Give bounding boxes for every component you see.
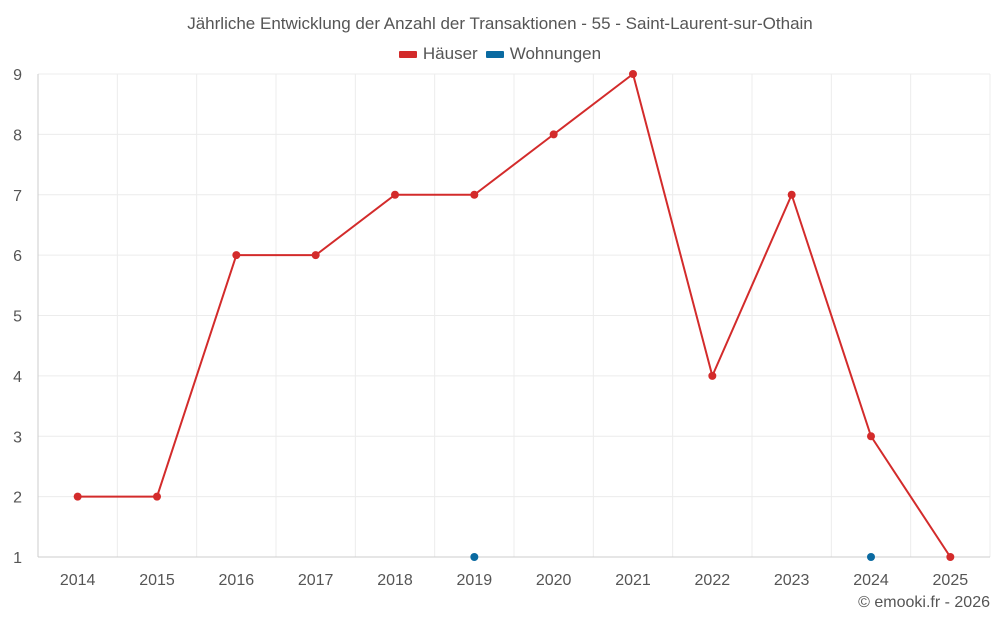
x-tick-label-2016: 2016: [219, 572, 255, 589]
y-tick-label-1: 1: [13, 550, 22, 567]
y-tick-label-8: 8: [13, 127, 22, 144]
x-tick-label-2020: 2020: [536, 572, 572, 589]
y-tick-label-5: 5: [13, 309, 22, 326]
series-0-point-2019[interactable]: [470, 190, 479, 199]
x-tick-label-2021: 2021: [615, 572, 651, 589]
credit-text: © emooki.fr - 2026: [858, 594, 990, 611]
x-tick-label-2015: 2015: [139, 572, 175, 589]
legend-label-haeuser: Häuser: [422, 44, 478, 63]
y-tick-label-7: 7: [13, 188, 22, 205]
y-tick-label-9: 9: [13, 67, 22, 84]
x-tick-label-2019: 2019: [457, 572, 493, 589]
x-tick-label-2017: 2017: [298, 572, 334, 589]
series-0-point-2022[interactable]: [708, 371, 717, 380]
legend-swatch-haeuser: [398, 50, 417, 58]
legend-item-haeuser[interactable]: Häuser: [398, 44, 478, 64]
series-0-point-2015[interactable]: [153, 492, 161, 501]
x-tick-label-2024: 2024: [853, 572, 889, 589]
legend-swatch-wohnungen: [485, 50, 504, 58]
x-tick-label-2025: 2025: [933, 572, 969, 589]
series-0-point-2025[interactable]: [946, 553, 955, 561]
x-tick-label-2018: 2018: [377, 572, 413, 589]
y-tick-label-6: 6: [13, 248, 22, 265]
y-tick-label-4: 4: [13, 369, 22, 386]
series-1-point-2024[interactable]: [867, 553, 875, 561]
legend-item-wohnungen[interactable]: Wohnungen: [485, 44, 602, 64]
series-0-point-2023[interactable]: [787, 190, 796, 199]
y-tick-label-3: 3: [13, 429, 22, 446]
series-0-line: [77, 73, 952, 558]
series-0-point-2018[interactable]: [391, 190, 399, 199]
series-0-point-2017[interactable]: [311, 251, 320, 260]
series-1-point-2019[interactable]: [470, 553, 479, 561]
series-0-point-2024[interactable]: [867, 432, 875, 441]
x-tick-label-2023: 2023: [774, 572, 810, 589]
y-tick-label-2: 2: [13, 490, 22, 507]
x-tick-label-2022: 2022: [695, 572, 731, 589]
series-0-point-2016[interactable]: [232, 251, 241, 260]
series-0-point-2014[interactable]: [73, 492, 82, 501]
x-tick-label-2014: 2014: [60, 572, 96, 589]
legend: Häuser Wohnungen: [0, 44, 1000, 64]
series-0-point-2021[interactable]: [629, 70, 637, 78]
legend-label-wohnungen: Wohnungen: [509, 44, 602, 63]
chart-title: Jährliche Entwicklung der Anzahl der Tra…: [187, 14, 813, 33]
series-0-point-2020[interactable]: [549, 130, 558, 139]
